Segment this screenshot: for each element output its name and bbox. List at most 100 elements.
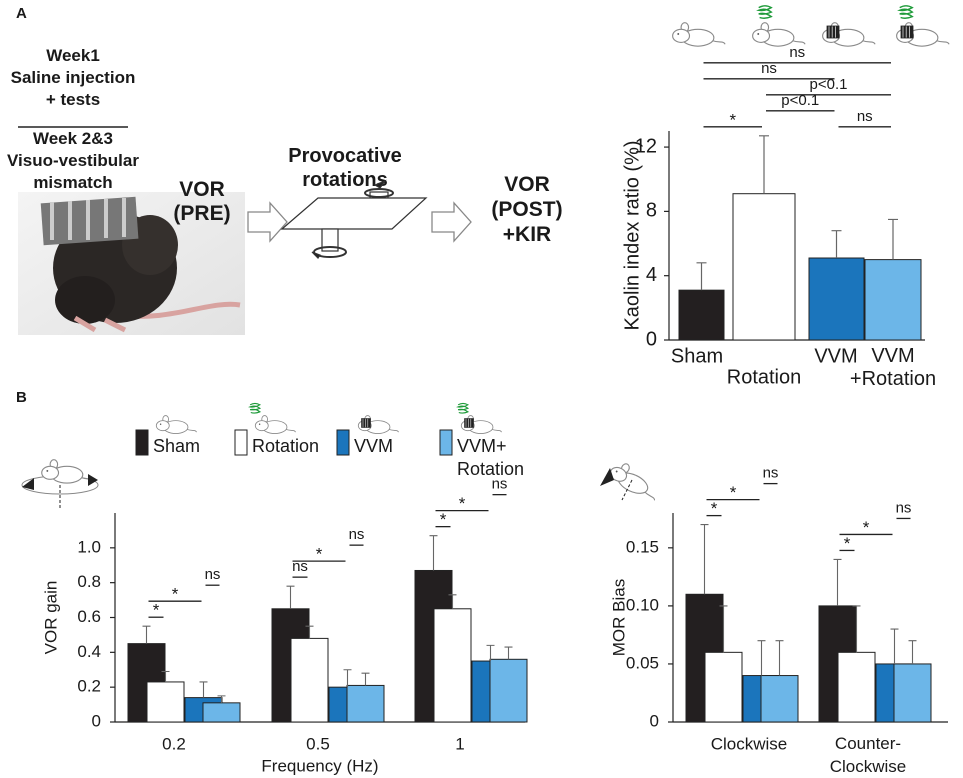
error-bar (217, 695, 226, 703)
legend-swatch (135, 429, 149, 456)
vor-post: VOR (POST) +KIR (491, 173, 562, 246)
error-bar (833, 558, 842, 606)
bar (290, 637, 329, 723)
y-tick-label: 0.05 (626, 653, 659, 672)
error-bar (429, 535, 438, 571)
significance-label: * (730, 483, 737, 502)
legend-swatch (439, 429, 453, 456)
protocol-week23: Week 2&3 Visuo-vestibular mismatch (7, 129, 139, 192)
panel-label: B (16, 389, 27, 406)
legend-label: Sham (153, 436, 200, 456)
rotation-platform (280, 179, 428, 259)
error-bar (831, 230, 842, 259)
y-tick-label: 0.8 (77, 572, 101, 591)
vor-test-icon (21, 459, 99, 508)
bar (760, 675, 799, 723)
error-bar (361, 672, 370, 686)
protocol-week1: Week1 Saline injection + tests (11, 46, 136, 109)
significance-label: * (172, 585, 179, 604)
y-tick-label: 0 (646, 328, 657, 350)
significance-label: * (440, 510, 447, 529)
significance-label: ns (761, 60, 777, 77)
error-bar (775, 640, 784, 676)
y-tick-label: 0.2 (77, 677, 101, 696)
category-label: 1 (455, 734, 464, 753)
legend-label: VVM (354, 436, 393, 456)
error-bar (486, 644, 495, 662)
y-axis-label: Kaolin index ratio (%) (621, 140, 643, 330)
bar (808, 257, 865, 341)
category-label: Rotation (727, 366, 802, 388)
panel-label: A (16, 5, 27, 22)
significance-label: * (711, 499, 718, 518)
significance-label: ns (349, 526, 365, 543)
mouse-photo (18, 192, 245, 335)
y-axis-label: MOR Bias (609, 579, 628, 656)
category-label: 0.5 (306, 734, 330, 753)
y-tick-label: 0 (92, 711, 101, 730)
mor-test-icon (600, 458, 665, 503)
y-tick-label: 4 (646, 264, 657, 286)
category-label: Sham (671, 345, 723, 367)
error-bar (908, 640, 917, 664)
error-bar (343, 669, 352, 688)
bar (346, 684, 385, 723)
significance-label: * (459, 494, 466, 513)
error-bar (700, 524, 709, 595)
error-bar (504, 646, 513, 660)
significance-label: * (316, 545, 323, 564)
significance-label: p<0.1 (781, 92, 819, 109)
bar (893, 663, 932, 723)
category-label: Counter-Clockwise (830, 734, 907, 776)
significance-label: * (844, 534, 851, 553)
legend-swatch (336, 429, 350, 456)
y-tick-label: 0.10 (626, 595, 659, 614)
significance-label: ns (292, 558, 308, 575)
significance-label: * (153, 601, 160, 620)
error-bar (852, 605, 861, 653)
error-bar (890, 628, 899, 664)
legend-swatch (234, 429, 248, 456)
x-axis-label: Frequency (Hz) (261, 756, 378, 775)
legend-icons (155, 402, 502, 435)
error-bar (305, 625, 314, 639)
y-axis-label: VOR gain (41, 581, 60, 655)
legend-label: VVM+ Rotation (457, 436, 524, 479)
y-tick-label: 0 (650, 711, 659, 730)
significance-label: * (729, 110, 736, 129)
significance-label: ns (857, 108, 873, 125)
error-bar (161, 670, 170, 682)
significance-label: ns (763, 465, 779, 482)
error-bar (286, 585, 295, 609)
arrow (431, 201, 472, 243)
bar (732, 193, 796, 341)
error-bar (199, 681, 208, 698)
legend-label: Rotation (252, 436, 319, 456)
y-tick-label: 0.6 (77, 607, 101, 626)
significance-label: ns (492, 476, 508, 493)
error-bar (888, 218, 898, 260)
arrow (247, 201, 288, 243)
y-tick-label: 0.15 (626, 537, 659, 556)
significance-label: ns (896, 499, 912, 516)
bar (489, 658, 528, 723)
significance-label: p<0.1 (810, 76, 848, 93)
category-label: Clockwise (711, 734, 788, 753)
bar (202, 702, 241, 723)
category-label: 0.2 (162, 734, 186, 753)
y-tick-label: 0.4 (77, 642, 101, 661)
bar (864, 259, 922, 341)
significance-label: ns (789, 44, 805, 61)
bar (433, 608, 472, 723)
y-tick-label: 8 (646, 200, 657, 222)
error-bar (448, 594, 457, 609)
significance-label: ns (205, 566, 221, 583)
error-bar (719, 605, 728, 653)
error-bar (759, 135, 769, 194)
y-tick-label: 12 (635, 135, 657, 157)
provocative-rotations: Provocative rotations (288, 145, 401, 191)
category-label: VVM +Rotation (850, 345, 936, 390)
error-bar (142, 625, 151, 644)
